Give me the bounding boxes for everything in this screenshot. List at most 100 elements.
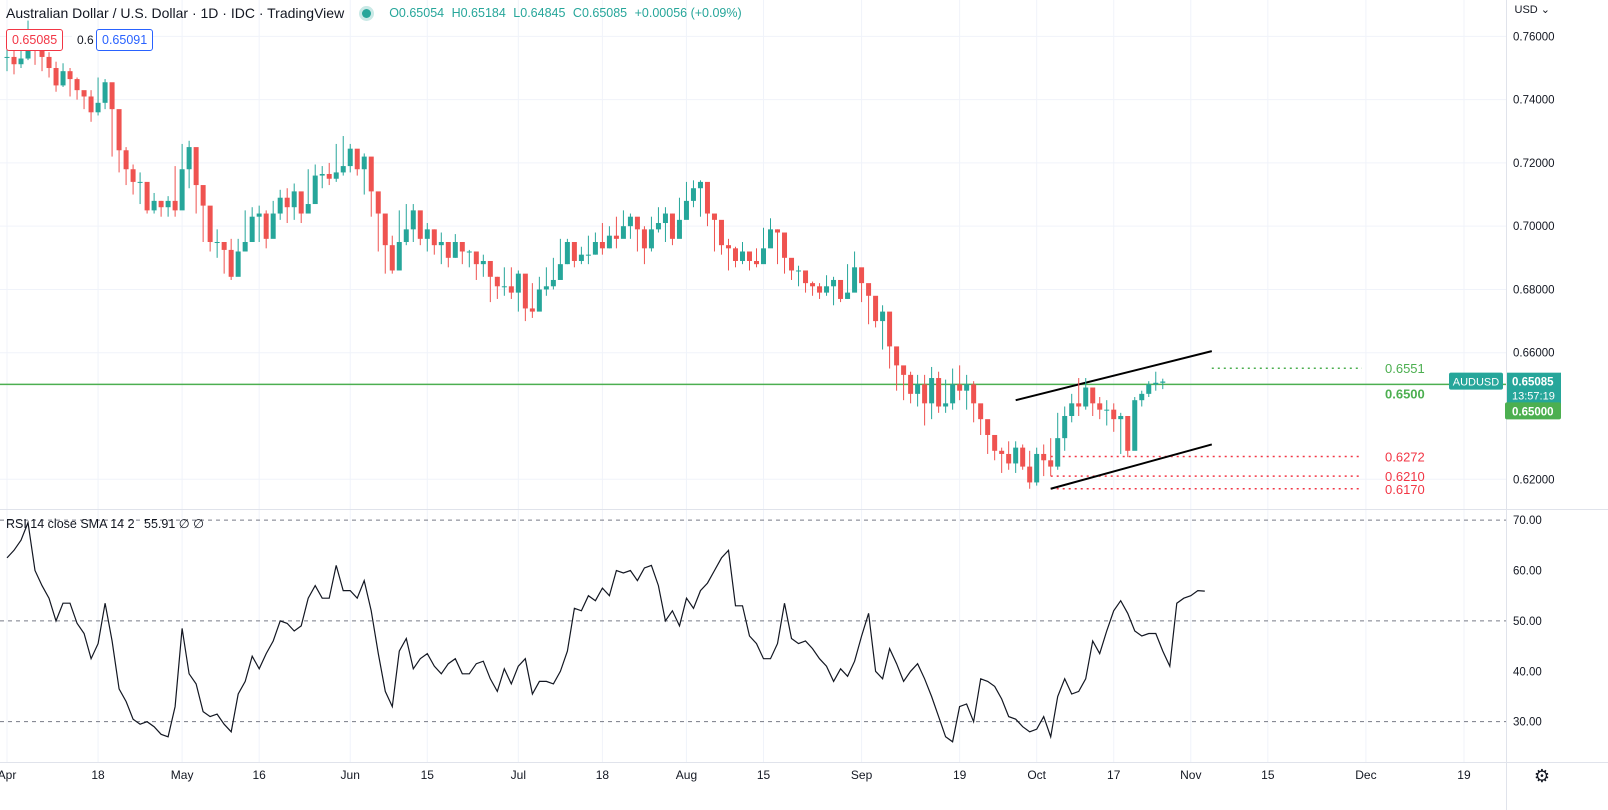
candle-body (564, 242, 570, 265)
candle-body (775, 229, 781, 233)
candle-body (950, 384, 956, 404)
candle-body (873, 295, 879, 322)
candle-body (1160, 381, 1166, 383)
candlestick-series (4, 20, 1166, 489)
candle-body (67, 71, 73, 80)
rsi-value: 55.91 (144, 517, 176, 531)
candle-body (249, 216, 255, 243)
rsi-tick-label: 70.00 (1513, 515, 1542, 527)
candle-body (74, 79, 80, 91)
level-label: 0.6272 (1385, 449, 1425, 464)
candle-body (1055, 438, 1061, 467)
candle-body (326, 173, 332, 179)
candle-body (1041, 453, 1047, 461)
candle-body (347, 148, 353, 167)
price-tick-label: 0.76000 (1513, 31, 1555, 43)
currency-selector[interactable]: USD ⌄ (1514, 4, 1551, 16)
candle-body (887, 311, 893, 347)
candle-body (1048, 460, 1054, 467)
level-label: 0.6210 (1385, 469, 1425, 484)
price-channel (1015, 350, 1213, 490)
candle-body (361, 156, 367, 170)
close-value: C0.65085 (572, 6, 628, 20)
candle-body (803, 270, 809, 284)
time-tick-label: 18 (596, 768, 610, 782)
candle-body (1013, 447, 1019, 464)
candle-body (838, 279, 844, 299)
rsi-axis[interactable]: 70.00 60.00 50.00 40.00 30.00 (1513, 515, 1542, 729)
candle-body (929, 378, 935, 404)
rsi-tick-label: 40.00 (1513, 666, 1542, 678)
symbol-tag-bg (1449, 372, 1503, 390)
candle-body (599, 242, 605, 249)
candle-body (1027, 466, 1033, 483)
candle-body (291, 191, 297, 208)
time-tick-label: 17 (1107, 768, 1121, 782)
time-tick-label: 15 (1261, 768, 1275, 782)
time-tick-label: 16 (252, 768, 266, 782)
symbol-tag: AUDUSD (1453, 377, 1500, 389)
candle-body (768, 229, 774, 249)
candle-body (256, 213, 262, 217)
buy-button[interactable]: 0.65091 (96, 29, 154, 51)
candle-body (662, 213, 668, 224)
candle-body (340, 166, 346, 173)
candle-body (81, 90, 87, 97)
rsi-title[interactable]: RSI 14 close SMA 14 2 (6, 517, 135, 531)
price-axis[interactable]: 0.76000 0.74000 0.72000 0.70000 0.68000 0.660… (1513, 31, 1555, 486)
price-tick-label: 0.74000 (1513, 95, 1555, 107)
level-tag-bg (1505, 402, 1561, 420)
symbol-title[interactable]: Australian Dollar / U.S. Dollar · 1D · I… (6, 5, 345, 21)
candle-body (1083, 387, 1089, 407)
candle-body (228, 249, 234, 277)
candle-body (704, 181, 710, 214)
candle-body (725, 245, 731, 249)
candle-body (130, 169, 136, 182)
level-label: 0.6170 (1385, 482, 1425, 497)
candle-body (368, 156, 374, 192)
gear-icon[interactable]: ⚙ (1533, 766, 1550, 786)
candle-body (389, 245, 395, 271)
candle-body (319, 173, 325, 176)
candle-body (459, 242, 465, 252)
rsi-legend: RSI 14 close SMA 14 2 55.91 ∅ ∅ (6, 516, 204, 531)
open-value: O0.65054 (389, 6, 445, 20)
candle-body (866, 283, 872, 296)
candle-body (305, 204, 311, 214)
candle-body (501, 286, 507, 288)
candle-body (431, 229, 437, 246)
candle-body (992, 434, 998, 451)
time-tick-label: 15 (757, 768, 771, 782)
candle-body (648, 229, 654, 249)
candle-body (95, 102, 101, 113)
ohlc-readout: O0.65054 H0.65184 L0.64845 C0.65085 +0.0… (389, 6, 745, 20)
candle-body (676, 219, 682, 239)
candle-body (550, 279, 556, 287)
rsi-tick-label: 30.00 (1513, 717, 1542, 729)
candle-body (957, 384, 963, 391)
candle-body (410, 210, 416, 230)
time-axis[interactable]: Apr 18 May 16 Jun 15 Jul 18 Aug 15 Sep 19 Oct 17 Nov 15… (0, 768, 1471, 782)
time-tick-label: Apr (0, 768, 16, 782)
candle-body (732, 248, 738, 261)
channel-line (1050, 443, 1213, 490)
candle-body (445, 242, 451, 258)
candle-body (116, 109, 122, 151)
candle-body (746, 251, 752, 261)
spread-value: 0.6 (72, 29, 99, 51)
candle-body (214, 242, 220, 244)
candle-body (1090, 387, 1096, 404)
candle-body (473, 251, 479, 265)
candle-body (417, 210, 423, 239)
level-label: 0.6551 (1385, 361, 1425, 376)
candle-body (263, 213, 269, 239)
price-tags: AUDUSD 0.65085 13:57:19 0.65000 (1449, 372, 1561, 420)
candle-body (606, 235, 612, 249)
sell-button[interactable]: 0.65085 (6, 29, 64, 51)
candle-body (1153, 382, 1159, 385)
candle-body (620, 226, 626, 239)
rsi-tick-label: 60.00 (1513, 565, 1542, 577)
time-tick-label: 18 (91, 768, 105, 782)
